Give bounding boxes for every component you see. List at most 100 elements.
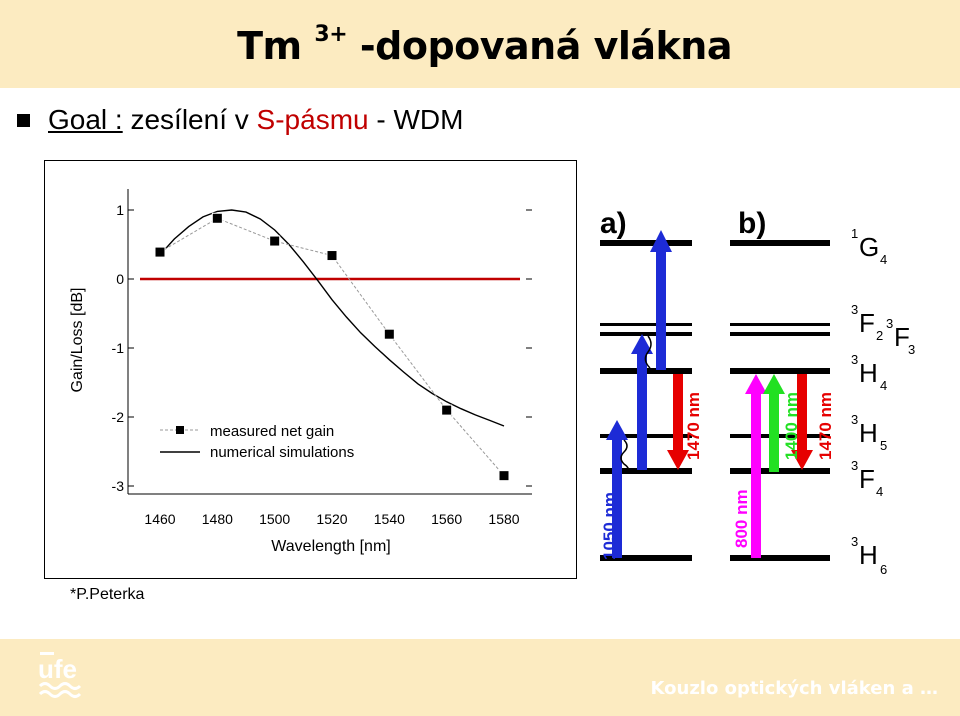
x-tick-label: 1460 [144,511,175,527]
level-b-3H5 [730,434,830,438]
x-tick-label: 1540 [374,511,405,527]
arrow-b-signal-1470-head [791,450,813,470]
simulation-curve [159,209,505,427]
svg-text:3: 3 [886,316,893,331]
level-b-3F3 [730,332,830,336]
arrow-a-esa-1-head [631,334,653,354]
arrow-a-esa-1-shaft [637,350,647,470]
level-a-3H6 [600,555,692,561]
logo-wave-1 [38,682,82,690]
y-tick-label: -3 [112,478,125,494]
level-b-3F2 [730,323,830,326]
y-tick-label: -1 [112,340,125,356]
decay-a-1 [620,439,630,473]
panel-a-label: a) [600,207,627,240]
panel-b-levels [730,240,830,561]
arrow-a-esa-2-head [650,230,672,252]
term-3H4: 3 H 4 [851,352,887,393]
svg-text:F: F [859,308,875,338]
x-tick-label: 1520 [316,511,347,527]
svg-text:4: 4 [880,252,887,267]
label-b-1400nm: 1400 nm [782,392,801,460]
svg-text:5: 5 [880,438,887,453]
y-tick-label: 0 [116,271,124,287]
goal-text-1: zesílení v [122,104,257,135]
arrow-a-pump-1050-shaft [612,438,622,558]
arrow-b-pump-800-shaft [751,392,761,558]
svg-text:3: 3 [851,412,858,427]
term-3F2: 3 F 2 [851,302,883,343]
decay-a-2 [644,335,652,369]
label-b-1470nm: 1470 nm [816,392,835,460]
bullet-marker [17,114,30,127]
arrow-a-signal-1470-head [667,450,689,470]
level-b-1G4 [730,240,830,246]
panel-b-label: b) [738,207,766,240]
arrow-b-pump-800-head [745,374,767,394]
svg-text:4: 4 [876,484,883,499]
measured-point [211,212,223,224]
term-3F3: 3 F 3 [886,316,915,357]
svg-text:2: 2 [876,328,883,343]
arrow-b-1400-head [763,374,785,394]
goal-label: Goal : [48,104,123,135]
arrow-a-esa-2-shaft [656,248,666,370]
arrow-a-pump-1050-head [606,420,628,440]
ufe-logo: ufe [38,652,82,698]
label-a-1050nm: 1050 nm [600,492,619,560]
measured-point [383,328,395,340]
term-3H6: 3 H 6 [851,534,887,577]
slide-title: Tm 3+ -dopovaná vlákna [237,22,732,68]
y-tick-label: 1 [116,202,124,218]
level-b-3F4 [730,468,830,474]
y-tick-label: -2 [112,409,125,425]
level-a-3F3 [600,332,692,336]
svg-text:1: 1 [851,226,858,241]
x-tick-label: 1580 [488,511,519,527]
panel-a-transitions [606,230,689,558]
svg-text:F: F [894,322,910,352]
chart-legend: measured net gain numerical simulations [160,423,354,461]
level-b-3H4 [730,368,830,374]
legend-measured-label: measured net gain [210,423,334,440]
plot-area [127,189,532,495]
gain-chart-frame [44,160,577,579]
svg-text:G: G [859,232,879,262]
svg-text:3: 3 [851,534,858,549]
x-tick-label: 1560 [431,511,462,527]
level-a-3F4 [600,468,692,474]
term-3F4: 3 F 4 [851,458,883,499]
level-b-3H6 [730,555,830,561]
svg-text:H: H [859,418,878,448]
term-1G4: 1 G 4 [851,226,887,267]
measured-point [498,470,510,482]
svg-text:3: 3 [908,342,915,357]
measured-point [154,246,166,258]
panel-b-transitions [745,374,813,558]
footer-caption: Kouzlo optických vláken a … [650,678,938,699]
term-symbols: 1 G 4 3 F 2 3 F 3 3 H 4 3 H 5 3 F 4 [851,226,915,577]
measured-point [441,404,453,416]
logo-wave-2 [38,690,82,698]
x-axis-title: Wavelength [nm] [271,538,390,555]
goal-text-red: S-pásmu [256,104,369,135]
x-tick-label: 1500 [259,511,290,527]
footer-band [0,639,960,716]
svg-text:3: 3 [851,302,858,317]
svg-text:H: H [859,540,878,570]
legend-simulation-label: numerical simulations [210,444,354,461]
measured-point [269,235,281,247]
author-credit: *P.Peterka [70,586,145,603]
svg-text:F: F [859,464,875,494]
measured-point [326,250,338,262]
svg-text:3: 3 [851,352,858,367]
arrow-b-1400-shaft [769,392,779,472]
title-band [0,0,960,88]
level-a-3F2 [600,323,692,326]
logo-text: ufe [38,654,77,684]
arrow-a-signal-1470-shaft [673,374,683,452]
y-axis-title: Gain/Loss [dB] [69,288,86,393]
svg-text:H: H [859,358,878,388]
